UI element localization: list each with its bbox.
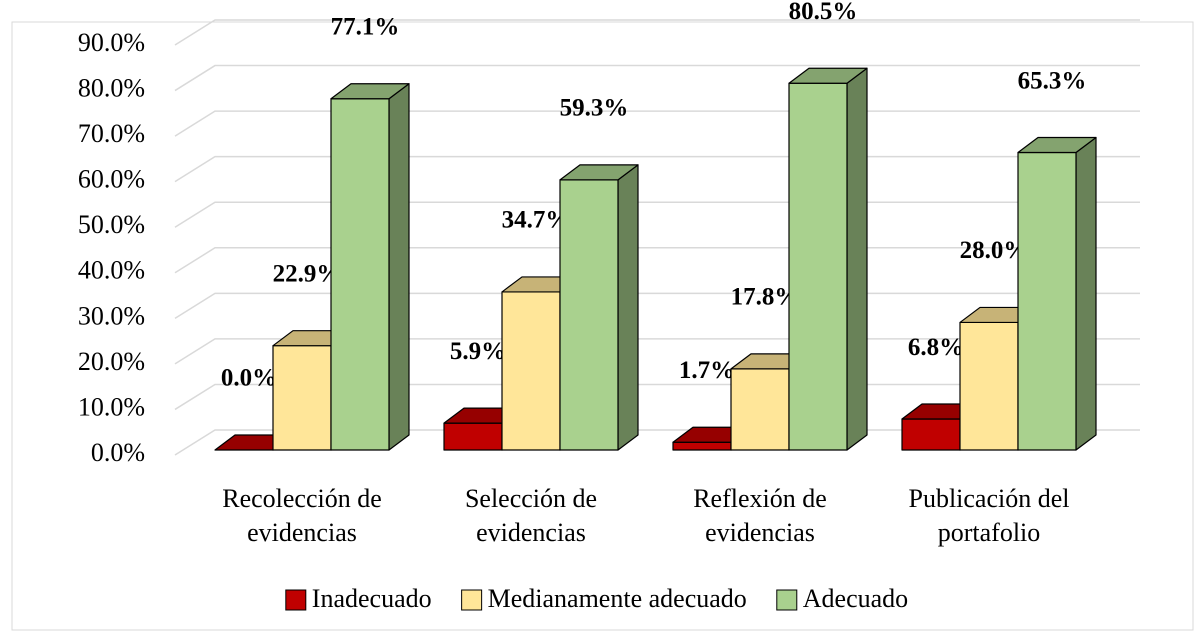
legend-swatch <box>461 589 483 611</box>
y-tick-label: 40.0% <box>78 256 145 285</box>
legend-label: Inadecuado <box>312 584 432 613</box>
legend-swatch <box>776 589 798 611</box>
grid-line <box>174 201 1140 228</box>
y-tick-label: 80.0% <box>78 74 145 103</box>
data-label: 22.9% <box>273 260 342 287</box>
bar-side <box>388 83 410 451</box>
bar <box>959 321 1019 451</box>
x-tick-label: Recolección de evidencias <box>222 484 382 547</box>
y-tick-label: 0.0% <box>91 438 145 467</box>
grid-line <box>174 110 1140 137</box>
bar-side <box>617 164 639 451</box>
bar <box>501 291 561 451</box>
bar <box>1017 151 1077 451</box>
grid-line <box>174 64 1140 92</box>
bar-top <box>330 83 410 100</box>
legend-label: Adecuado <box>803 584 908 613</box>
x-tick-label: Publicación del portafolio <box>908 484 1070 547</box>
legend-swatch <box>285 589 307 611</box>
y-tick-label: 30.0% <box>78 301 145 330</box>
data-label: 65.3% <box>1018 67 1087 94</box>
bar <box>730 368 790 451</box>
bar <box>272 345 332 451</box>
data-label: 1.7% <box>679 357 735 384</box>
x-tick-label: Selección de evidencias <box>464 484 598 547</box>
data-label: 0.0% <box>221 365 277 392</box>
bar <box>901 418 961 451</box>
grid-line <box>174 19 1140 46</box>
bar <box>443 422 503 451</box>
data-label: 17.8% <box>731 284 800 311</box>
chart-frame <box>11 21 1194 631</box>
bar <box>330 98 390 451</box>
y-tick-label: 70.0% <box>78 119 145 148</box>
data-label: 6.8% <box>908 334 964 361</box>
y-tick-label: 50.0% <box>78 210 145 239</box>
grid-line <box>174 155 1140 183</box>
bar-top <box>788 67 868 84</box>
data-label: 34.7% <box>502 207 571 234</box>
bar <box>788 82 848 451</box>
x-tick-label: Reflexión de evidencias <box>693 484 827 547</box>
data-label: 80.5% <box>789 0 858 25</box>
legend-label: Medianamente adecuado <box>488 584 747 613</box>
data-label: 5.9% <box>450 338 506 365</box>
y-tick-label: 10.0% <box>78 392 145 421</box>
data-label: 59.3% <box>560 95 629 122</box>
bar-top <box>559 164 639 181</box>
bar-side <box>1075 136 1097 451</box>
data-label: 28.0% <box>960 237 1029 264</box>
y-tick-label: 20.0% <box>78 347 145 376</box>
bar <box>559 179 619 451</box>
y-tick-label: 90.0% <box>78 28 145 57</box>
bar-side <box>846 67 868 451</box>
bar <box>672 441 732 451</box>
data-label: 77.1% <box>331 14 400 41</box>
y-tick-label: 60.0% <box>78 165 145 194</box>
bar-top <box>1017 136 1097 154</box>
